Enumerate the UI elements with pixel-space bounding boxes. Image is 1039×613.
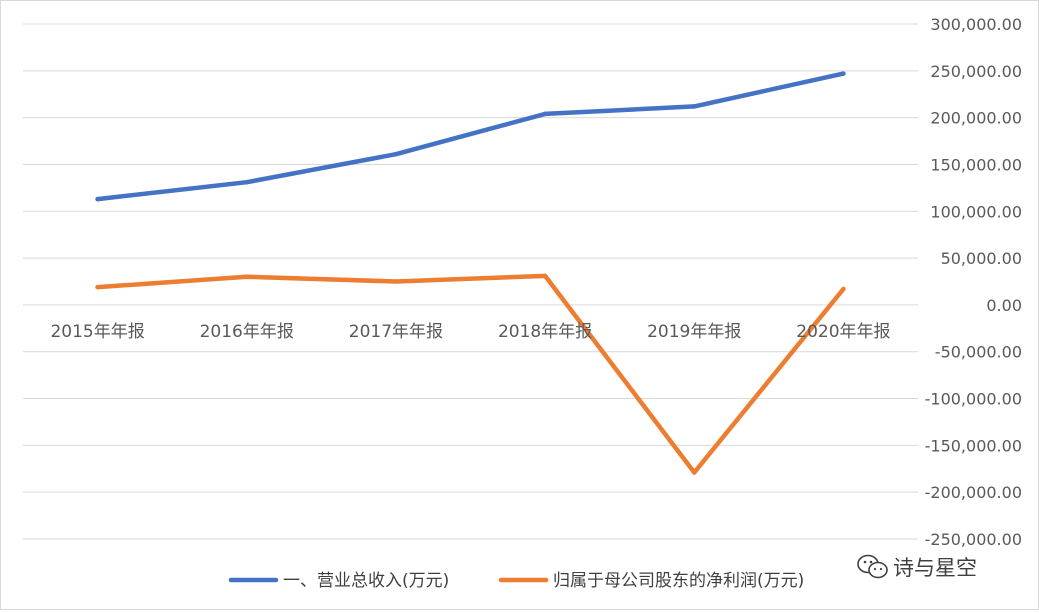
y-tick-label: -50,000.00 bbox=[935, 343, 1022, 362]
series-line-1 bbox=[95, 273, 846, 475]
data-point bbox=[244, 274, 249, 280]
x-category-label: 2020年年报 bbox=[796, 322, 890, 342]
data-point bbox=[542, 111, 548, 117]
y-tick-label: 50,000.00 bbox=[941, 249, 1022, 268]
y-tick-label: 200,000.00 bbox=[930, 109, 1022, 128]
gridlines bbox=[23, 23, 918, 540]
y-tick-label: -100,000.00 bbox=[925, 390, 1022, 409]
data-point bbox=[542, 273, 548, 279]
data-point bbox=[393, 279, 399, 284]
series-lines bbox=[95, 71, 846, 475]
legend: 一、营业总收入(万元) 归属于母公司股东的净利润(万元) bbox=[228, 571, 804, 591]
data-point bbox=[393, 151, 399, 157]
y-tick-label: 150,000.00 bbox=[930, 155, 1022, 174]
x-category-label: 2015年年报 bbox=[50, 322, 144, 342]
x-axis-category-labels: 2015年年报 2016年年报 2017年年报 2018年年报 2019年年报 2020年… bbox=[50, 322, 890, 342]
y-tick-label: -150,000.00 bbox=[925, 436, 1022, 455]
wechat-icon bbox=[857, 554, 888, 579]
x-category-label: 2018年年报 bbox=[498, 322, 592, 342]
y-tick-label: -200,000.00 bbox=[925, 483, 1022, 502]
legend-label: 归属于母公司股东的净利润(万元) bbox=[553, 571, 804, 591]
y-axis-tick-labels: 300,000.00 250,000.00 200,000.00 150,000.00… bbox=[925, 15, 1022, 549]
x-category-label: 2017年年报 bbox=[349, 322, 443, 342]
watermark: 诗与星空 bbox=[857, 554, 977, 580]
data-point bbox=[95, 196, 100, 202]
y-tick-label: -250,000.00 bbox=[925, 530, 1022, 549]
y-tick-label: 250,000.00 bbox=[930, 62, 1022, 81]
data-point bbox=[841, 286, 846, 292]
legend-label: 一、营业总收入(万元) bbox=[283, 571, 449, 591]
data-point bbox=[692, 104, 697, 109]
y-tick-label: 300,000.00 bbox=[930, 15, 1022, 34]
series-line-0 bbox=[95, 71, 846, 202]
x-category-label: 2016年年报 bbox=[200, 322, 294, 342]
y-tick-label: 100,000.00 bbox=[930, 202, 1022, 221]
data-point bbox=[841, 71, 846, 76]
data-point bbox=[95, 284, 100, 290]
watermark-text: 诗与星空 bbox=[893, 556, 977, 580]
x-category-label: 2019年年报 bbox=[647, 322, 741, 342]
data-point bbox=[244, 180, 249, 185]
y-tick-label: 0.00 bbox=[986, 296, 1022, 315]
data-point bbox=[692, 470, 697, 475]
